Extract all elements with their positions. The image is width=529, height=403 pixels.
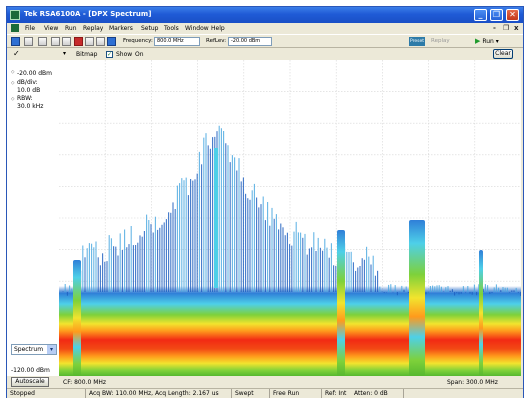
menu-help[interactable]: Help: [211, 25, 225, 32]
run-label: Run: [482, 38, 494, 45]
on-label: On: [135, 51, 144, 58]
status-divider: [85, 389, 86, 398]
clear-button[interactable]: Clear: [493, 49, 513, 59]
display-toolbar: ✓ ▾ Bitmap ✓ Show On Clear: [7, 49, 523, 60]
display-dropdown[interactable]: ▾: [63, 50, 67, 57]
replay-button: Replay: [431, 38, 450, 44]
dpx-spectrum-plot[interactable]: [59, 60, 521, 376]
signal-hotspot: [73, 260, 81, 376]
open-icon[interactable]: [24, 37, 33, 46]
rbw-value[interactable]: 30.0 kHz: [17, 103, 44, 110]
window-title: Tek RSA6100A - [DPX Spectrum]: [24, 10, 152, 18]
checkmark-icon[interactable]: ✓: [13, 49, 20, 58]
autoscale-button[interactable]: Autoscale: [11, 377, 49, 387]
attenuation[interactable]: Atten: 0 dB: [354, 390, 388, 397]
status-divider: [231, 389, 232, 398]
signal-hotspots: [73, 220, 483, 376]
trigger-mode[interactable]: Free Run: [273, 390, 300, 397]
menu-replay[interactable]: Replay: [83, 25, 104, 32]
spurious-signals: [62, 125, 521, 296]
ref-level-marker-icon[interactable]: ◇: [11, 70, 15, 75]
span-readout[interactable]: Span: 300.0 MHz: [447, 379, 498, 386]
status-divider: [321, 389, 322, 398]
show-checkbox[interactable]: ✓: [106, 51, 113, 58]
menu-run[interactable]: Run: [65, 25, 77, 32]
minimize-button[interactable]: _: [474, 9, 487, 21]
trace-select-value: Spectrum: [14, 346, 44, 353]
show-label: Show: [116, 51, 133, 58]
ref-level-value[interactable]: -20.00 dBm: [17, 70, 53, 77]
status-divider: [269, 389, 270, 398]
axis-bar: Autoscale CF: 800.0 MHz Span: 300.0 MHz: [7, 376, 523, 388]
reflev-label: RefLev:: [206, 38, 227, 44]
markers-icon[interactable]: [96, 37, 105, 46]
db-div-value[interactable]: 10.0 dB: [17, 87, 41, 94]
signal-hotspot: [409, 220, 425, 376]
signal-hotspot: [479, 250, 483, 376]
acquisition-info[interactable]: Acq BW: 110.00 MHz, Acq Length: 2.167 us: [89, 390, 219, 397]
noise-floor-band: [59, 286, 521, 376]
mdi-close-button[interactable]: x: [514, 24, 519, 32]
settings-icon[interactable]: [51, 37, 60, 46]
menu-window[interactable]: Window: [185, 25, 209, 32]
main-peak: [214, 148, 218, 288]
signal-hotspot: [337, 230, 345, 376]
close-button[interactable]: ✕: [506, 9, 519, 21]
rbw-marker-icon[interactable]: ◇: [11, 97, 15, 102]
center-frequency-readout[interactable]: CF: 800.0 MHz: [63, 379, 107, 386]
main-toolbar: Frequency: 800.0 MHz RefLev: -20.00 dBm …: [7, 34, 523, 48]
application-window: Tek RSA6100A - [DPX Spectrum] _ ❐ ✕ File…: [6, 6, 524, 398]
menu-view[interactable]: View: [44, 25, 59, 32]
tools-icon[interactable]: [85, 37, 94, 46]
play-icon: ▶: [475, 37, 481, 45]
reflev-input[interactable]: -20.00 dBm: [228, 37, 272, 46]
menu-markers[interactable]: Markers: [109, 25, 133, 32]
save-icon[interactable]: [38, 37, 47, 46]
measure-icon[interactable]: [62, 37, 71, 46]
reference-source[interactable]: Ref: Int: [325, 390, 347, 397]
run-button[interactable]: ▶ Run ▾: [475, 37, 511, 47]
spectrum-graph[interactable]: [59, 60, 521, 376]
bitmap-label: Bitmap: [76, 51, 98, 58]
menu-tools[interactable]: Tools: [164, 25, 179, 32]
menu-setup[interactable]: Setup: [141, 25, 159, 32]
chevron-down-icon[interactable]: ▾: [495, 38, 499, 45]
db-div-marker-icon[interactable]: ◇: [11, 81, 15, 86]
bottom-level-value[interactable]: -120.00 dBm: [11, 367, 50, 374]
app-icon: [10, 10, 20, 20]
status-divider: [403, 389, 404, 398]
readout-panel: ◇ -20.00 dBm ◇ dB/div: 10.0 dB ◇ RBW: 30…: [7, 60, 59, 376]
rbw-label: RBW:: [17, 95, 33, 102]
trace-select[interactable]: Spectrum ▾: [11, 344, 57, 355]
frequency-input[interactable]: 800.0 MHz: [154, 37, 200, 46]
chevron-down-icon[interactable]: ▾: [47, 345, 56, 354]
status-bar: Stopped Acq BW: 110.00 MHz, Acq Length: …: [7, 388, 523, 398]
trigger-icon[interactable]: [74, 37, 83, 46]
title-bar[interactable]: Tek RSA6100A - [DPX Spectrum] _ ❐ ✕: [7, 7, 523, 23]
document-icon[interactable]: [11, 24, 19, 32]
maximize-button[interactable]: ❐: [490, 9, 503, 21]
mdi-restore-button[interactable]: ❐: [503, 24, 510, 32]
mdi-minimize-button[interactable]: -: [493, 24, 496, 32]
display-icon[interactable]: [107, 37, 116, 46]
frequency-label: Frequency:: [123, 38, 153, 44]
run-state: Stopped: [10, 390, 35, 397]
preset-button[interactable]: Preset: [409, 37, 425, 46]
db-div-label: dB/div:: [17, 79, 38, 86]
sweep-mode[interactable]: Swept: [235, 390, 254, 397]
menu-file[interactable]: File: [25, 25, 36, 32]
new-icon[interactable]: [11, 37, 20, 46]
menu-bar: File View Run Replay Markers Setup Tools…: [7, 23, 523, 34]
